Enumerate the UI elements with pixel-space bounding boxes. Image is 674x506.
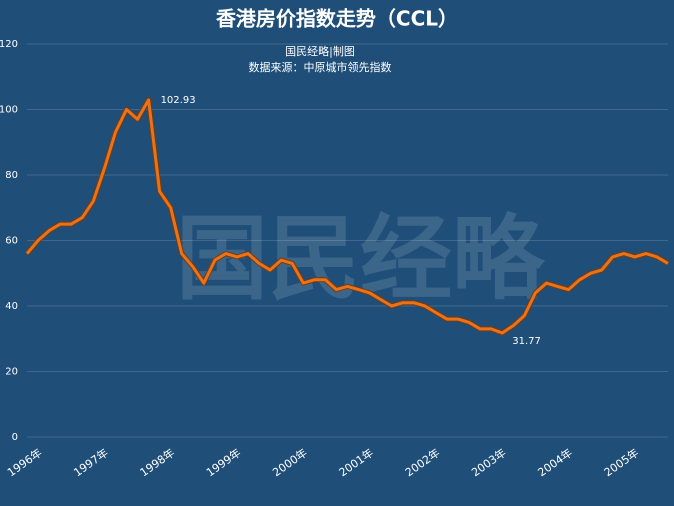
y-tick-label: 40: [5, 301, 18, 312]
data-label: 102.93: [161, 95, 196, 106]
y-tick-label: 0: [12, 432, 18, 443]
y-tick-label: 120: [0, 39, 18, 50]
watermark: 国民经略: [176, 205, 546, 312]
chart-title: 香港房价指数走势（CCL）: [216, 7, 458, 31]
y-tick-label: 80: [5, 170, 18, 181]
y-tick-label: 20: [5, 367, 18, 378]
subtitle: 国民经略|制图: [285, 44, 355, 58]
subtitle: 数据来源：中原城市领先指数: [249, 60, 392, 74]
line: [25, 98, 669, 335]
y-tick-label: 100: [0, 105, 18, 116]
data-label: 31.77: [512, 336, 541, 347]
y-tick-label: 60: [5, 236, 18, 247]
